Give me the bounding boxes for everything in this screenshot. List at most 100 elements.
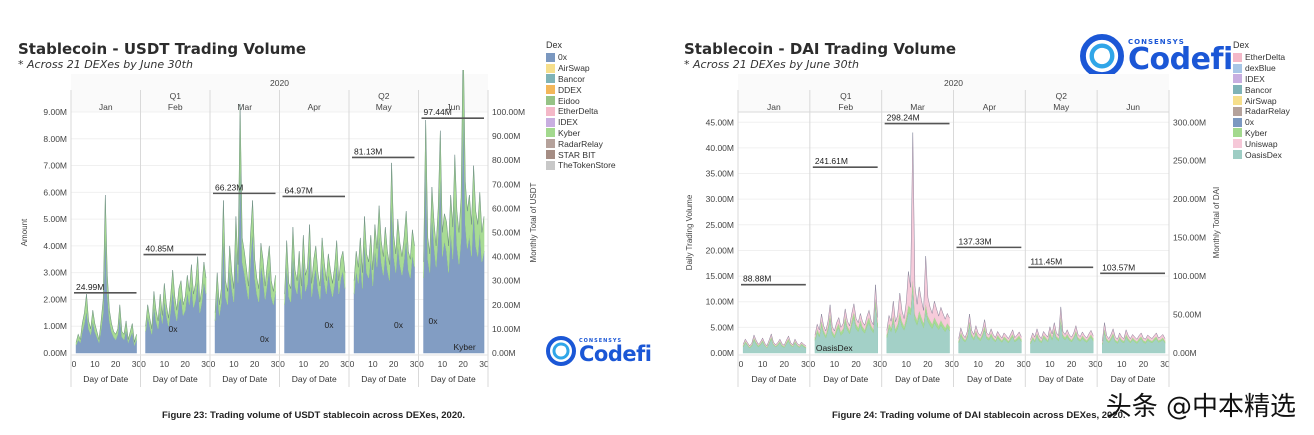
usdt-area-edge <box>423 70 485 263</box>
usdt-x-tick-label: 0 <box>419 359 424 369</box>
usdt-left-tick-label: 3.00M <box>43 268 67 278</box>
usdt-right-tick-label: 90.00M <box>492 131 520 141</box>
usdt-legend-swatch <box>546 63 555 73</box>
usdt-legend-item[interactable]: IDEX <box>546 117 616 128</box>
dai-legend-item[interactable]: Uniswap <box>1233 138 1290 149</box>
dai-right-tick-label: 200.00M <box>1173 194 1206 204</box>
usdt-legend-item[interactable]: Kyber <box>546 128 616 139</box>
dai-codefi-logo: CONSENSYS Codefi <box>1080 34 1233 78</box>
usdt-legend-label: DDEX <box>558 84 582 95</box>
dai-year-label: 2020 <box>944 78 963 88</box>
usdt-right-tick-label: 10.00M <box>492 324 520 334</box>
dai-legend-item[interactable]: OasisDex <box>1233 149 1290 160</box>
dai-x-tick-label: 0 <box>739 359 744 369</box>
dai-monthly-total-label: 298.24M <box>887 113 920 123</box>
usdt-legend-swatch <box>546 96 555 106</box>
usdt-legend-item[interactable]: RadarRelay <box>546 138 616 149</box>
dai-legend-item[interactable]: dexBlue <box>1233 63 1290 74</box>
usdt-area-edge <box>145 256 207 329</box>
usdt-legend-item[interactable]: Bancor <box>546 74 616 85</box>
dai-x-tick-label: 20 <box>1067 359 1077 369</box>
dai-legend-swatch <box>1233 106 1242 116</box>
usdt-legend: Dex 0x AirSwap Bancor DDEX Eidoo EtherDelta ID… <box>546 40 616 171</box>
dai-x-tick-label: 10 <box>1045 359 1055 369</box>
usdt-legend-item[interactable]: TheTokenStore <box>546 160 616 171</box>
usdt-left-axis-title: Amount <box>20 218 29 246</box>
usdt-x-tick-label: 10 <box>438 359 448 369</box>
usdt-right-tick-label: 30.00M <box>492 276 520 286</box>
usdt-right-tick-label: 100.00M <box>492 107 525 117</box>
usdt-x-tick-label: 10 <box>160 359 170 369</box>
dai-quarter-label: Q1 <box>840 91 852 101</box>
dai-left-tick-label: 0.00M <box>710 348 734 358</box>
dai-x-tick-label: 10 <box>758 359 768 369</box>
dai-right-tick-label: 300.00M <box>1173 117 1206 127</box>
dai-legend-item[interactable]: Kyber <box>1233 128 1290 139</box>
dai-left-axis-title: Daily Trading Volume <box>685 194 694 270</box>
usdt-legend-swatch <box>546 160 555 170</box>
usdt-x-tick-label: 20 <box>250 359 260 369</box>
usdt-series-annotation: 0x <box>260 334 270 344</box>
usdt-series-annotation: 0x <box>429 316 439 326</box>
dai-x-tick-label: 30 <box>945 359 955 369</box>
dai-month-label: Jan <box>767 102 781 112</box>
usdt-legend-item[interactable]: DDEX <box>546 84 616 95</box>
dai-legend-label: Bancor <box>1245 84 1272 95</box>
usdt-legend-item[interactable]: STAR BIT <box>546 149 616 160</box>
dai-legend-title: Dex <box>1233 40 1250 50</box>
dai-chart-subtitle: * Across 21 DEXes by June 30th <box>684 58 859 71</box>
usdt-x-axis-title: Day of Date <box>222 374 267 384</box>
dai-x-tick-label: 20 <box>995 359 1005 369</box>
usdt-right-tick-label: 0.00M <box>492 348 516 358</box>
usdt-x-tick-label: 30 <box>201 359 211 369</box>
usdt-monthly-total-label: 64.97M <box>285 185 313 195</box>
dai-right-tick-label: 0.00M <box>1173 348 1197 358</box>
dai-left-tick-label: 15.00M <box>706 271 734 281</box>
usdt-x-tick-label: 10 <box>299 359 309 369</box>
dai-right-axis-title: Monthly Total of DAI <box>1212 187 1221 258</box>
dai-legend-label: AirSwap <box>1245 95 1277 106</box>
dai-legend-label: dexBlue <box>1245 63 1276 74</box>
dai-legend-item[interactable]: EtherDelta <box>1233 52 1290 63</box>
usdt-x-axis-title: Day of Date <box>361 374 406 384</box>
dai-logo-consensys: CONSENSYS <box>1128 38 1185 46</box>
dai-legend-item[interactable]: AirSwap <box>1233 95 1290 106</box>
usdt-x-tick-label: 10 <box>229 359 239 369</box>
usdt-legend-label: TheTokenStore <box>558 160 616 171</box>
usdt-left-tick-label: 9.00M <box>43 107 67 117</box>
usdt-legend-swatch <box>546 139 555 149</box>
usdt-x-tick-label: 0 <box>280 359 285 369</box>
dai-x-tick-label: 10 <box>973 359 983 369</box>
dai-monthly-total-label: 137.33M <box>959 236 992 246</box>
usdt-legend-item[interactable]: EtherDelta <box>546 106 616 117</box>
dai-x-tick-label: 0 <box>1026 359 1031 369</box>
usdt-legend-item[interactable]: AirSwap <box>546 63 616 74</box>
dai-logo-text: Codefi <box>1128 42 1233 77</box>
dai-legend-item[interactable]: 0x <box>1233 117 1290 128</box>
dai-x-tick-label: 30 <box>801 359 811 369</box>
dai-x-tick-label: 20 <box>923 359 933 369</box>
usdt-legend-item[interactable]: Eidoo <box>546 95 616 106</box>
dai-legend-item[interactable]: Bancor <box>1233 84 1290 95</box>
usdt-legend-label: EtherDelta <box>558 106 599 117</box>
dai-legend-item[interactable]: IDEX <box>1233 74 1290 85</box>
usdt-right-tick-label: 50.00M <box>492 228 520 238</box>
usdt-x-axis-title: Day of Date <box>83 374 128 384</box>
usdt-legend-item[interactable]: 0x <box>546 52 616 63</box>
dai-left-tick-label: 25.00M <box>706 220 734 230</box>
dai-legend-item[interactable]: RadarRelay <box>1233 106 1290 117</box>
usdt-left-tick-label: 1.00M <box>43 321 67 331</box>
usdt-legend-swatch <box>546 150 555 160</box>
usdt-x-tick-label: 0 <box>141 359 146 369</box>
dai-legend-label: Uniswap <box>1245 138 1278 149</box>
dai-x-axis-title: Day of Date <box>967 374 1012 384</box>
usdt-x-tick-label: 30 <box>340 359 350 369</box>
usdt-legend-label: 0x <box>558 52 567 63</box>
usdt-x-tick-label: 20 <box>319 359 329 369</box>
dai-legend-label: IDEX <box>1245 73 1265 84</box>
dai-legend: Dex EtherDelta dexBlue IDEX Bancor AirSwap Ra… <box>1233 40 1290 160</box>
usdt-x-tick-label: 20 <box>111 359 121 369</box>
dai-month-label: Mar <box>910 102 925 112</box>
dai-right-tick-label: 100.00M <box>1173 271 1206 281</box>
